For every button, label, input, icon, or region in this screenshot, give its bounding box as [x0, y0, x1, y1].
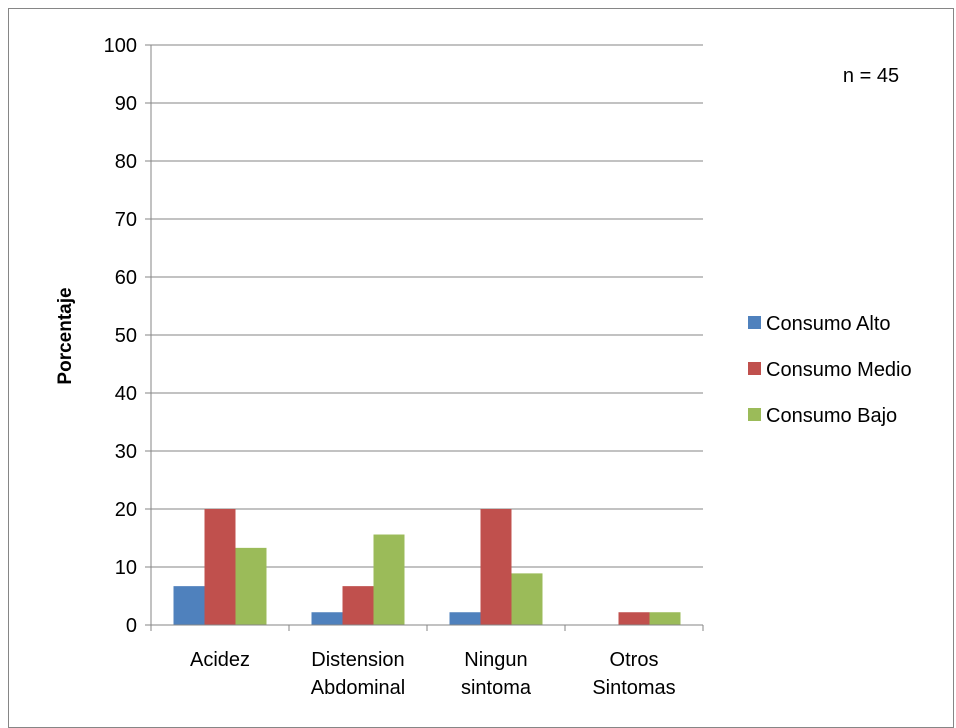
- legend-label: Consumo Bajo: [766, 405, 897, 427]
- y-tick-label: 100: [104, 35, 137, 57]
- bars: [173, 509, 681, 625]
- bar: [311, 612, 343, 625]
- legend-label: Consumo Medio: [766, 359, 912, 381]
- y-tick-label: 40: [115, 383, 137, 405]
- legend-label: Consumo Alto: [766, 313, 891, 335]
- legend: Consumo Alto Consumo Medio Consumo Bajo: [748, 313, 912, 427]
- y-tick-label: 10: [115, 557, 137, 579]
- x-axis-labels: Acidez Distension Abdominal Ningun sintoma Ot…: [190, 649, 676, 699]
- bar: [618, 612, 650, 625]
- axes: [150, 45, 704, 631]
- bar: [480, 509, 512, 625]
- category-label: Abdominal: [311, 677, 406, 699]
- y-tick-label: 80: [115, 151, 137, 173]
- category-label: sintoma: [461, 677, 532, 699]
- y-tick-label: 50: [115, 325, 137, 347]
- bar: [649, 612, 681, 625]
- y-axis-ticks: 0 10 20 30 40 50 60 70 80 90 100: [104, 35, 151, 637]
- bar: [449, 612, 481, 625]
- category-label: Otros: [610, 649, 659, 671]
- category-label: Sintomas: [592, 677, 675, 699]
- y-tick-label: 0: [126, 615, 137, 637]
- bar: [204, 509, 236, 625]
- bar: [173, 586, 205, 625]
- sample-size-annotation: n = 45: [843, 65, 899, 87]
- y-tick-label: 90: [115, 93, 137, 115]
- category-label: Ningun: [464, 649, 527, 671]
- category-label: Acidez: [190, 649, 250, 671]
- legend-swatch: [748, 408, 761, 421]
- bar: [373, 534, 405, 625]
- bar: [511, 573, 543, 625]
- y-tick-label: 30: [115, 441, 137, 463]
- y-axis-label: Porcentaje: [55, 287, 76, 384]
- y-tick-label: 60: [115, 267, 137, 289]
- chart-frame: 0 10 20 30 40 50 60 70 80 90 100 Acidez Distension A…: [8, 8, 954, 728]
- bar: [235, 547, 267, 625]
- y-tick-label: 20: [115, 499, 137, 521]
- legend-swatch: [748, 316, 761, 329]
- bar: [342, 586, 374, 625]
- legend-swatch: [748, 362, 761, 375]
- y-tick-label: 70: [115, 209, 137, 231]
- gridlines: [151, 44, 703, 568]
- category-label: Distension: [311, 649, 404, 671]
